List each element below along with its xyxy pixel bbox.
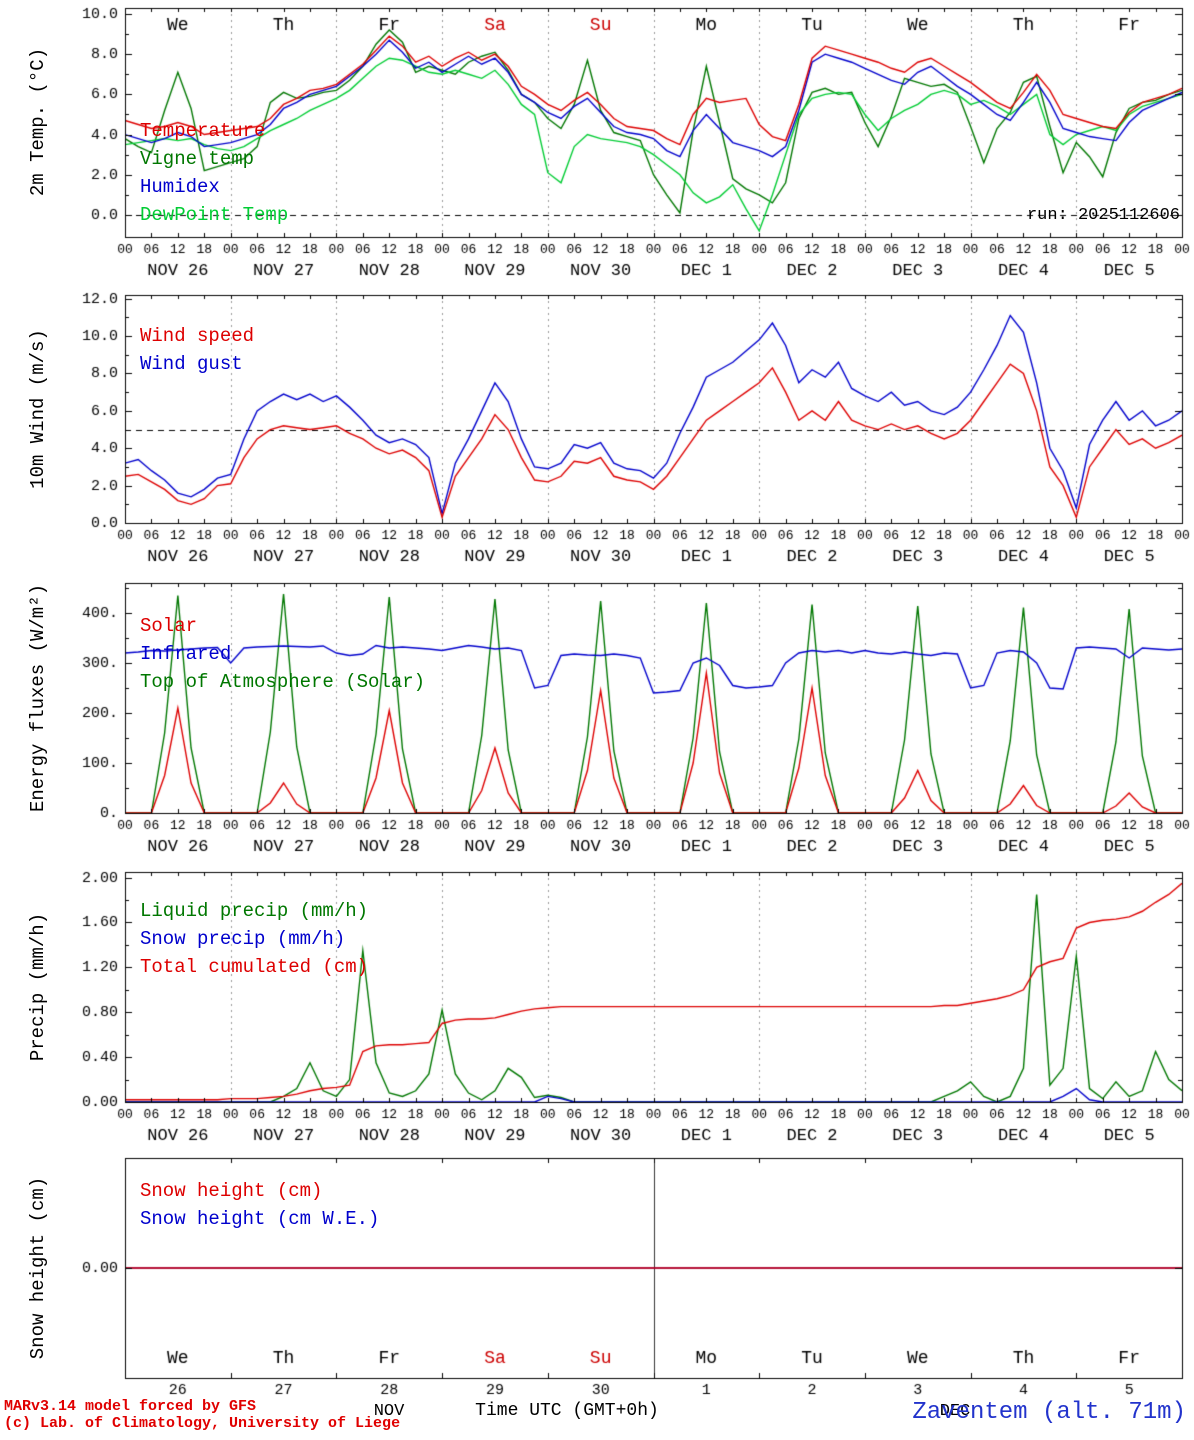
legend-item-liquid-precip: Liquid precip (mm/h) — [140, 900, 369, 922]
ylabel-precip: Precip (mm/h) — [27, 912, 49, 1062]
legend-item-infrared: Infrared — [140, 643, 232, 665]
ylabel-temperature: 2m Temp. (°C) — [27, 47, 49, 197]
model-credit: MARv3.14 model forced by GFS (c) Lab. of… — [4, 1398, 400, 1432]
legend-item-vigne-temp: Vigne temp — [140, 148, 255, 170]
station-label: Zaventem (alt. 71m) — [912, 1399, 1186, 1426]
month-label-nov: NOV — [373, 1402, 405, 1421]
legend-item-snow-height: Snow height (cm) — [140, 1180, 323, 1202]
legend-item-temperature: Temperature — [140, 120, 266, 142]
legend-item-snow-precip: Snow precip (mm/h) — [140, 928, 346, 950]
legend-item-toa: Top of Atmosphere (Solar) — [140, 671, 426, 693]
credit-line-2: (c) Lab. of Climatology, University of L… — [4, 1415, 401, 1432]
ylabel-snow-height: Snow height (cm) — [27, 1176, 49, 1360]
legend-item-snow-height-we: Snow height (cm W.E.) — [140, 1208, 380, 1230]
legend-item-solar: Solar — [140, 615, 198, 637]
legend-item-wind-speed: Wind speed — [140, 325, 255, 347]
ylabel-wind: 10m Wind (m/s) — [27, 329, 49, 489]
month-label-dec: DEC — [939, 1402, 971, 1421]
legend-snow-panel: Snow height (cm) Snow height (cm W.E.) — [140, 1177, 379, 1233]
legend-wind-panel: Wind speed Wind gust — [140, 322, 254, 378]
ylabel-energy-flux: Energy fluxes (W/m²) — [27, 583, 49, 813]
legend-item-total-cumulated: Total cumulated (cm) — [140, 956, 369, 978]
legend-item-wind-gust: Wind gust — [140, 353, 243, 375]
legend-energy-panel: Solar Infrared Top of Atmosphere (Solar) — [140, 612, 425, 696]
x-axis-title: Time UTC (GMT+0h) — [475, 1401, 659, 1421]
legend-precip-panel: Liquid precip (mm/h) Snow precip (mm/h) … — [140, 897, 368, 981]
legend-item-dewpoint: DewPoint Temp — [140, 204, 289, 226]
legend-temperature-panel: Temperature Vigne temp Humidex DewPoint … — [140, 117, 288, 229]
legend-item-humidex: Humidex — [140, 176, 220, 198]
run-label: run: 2025112606 — [1026, 206, 1180, 225]
credit-line-1: MARv3.14 model forced by GFS — [4, 1398, 257, 1415]
